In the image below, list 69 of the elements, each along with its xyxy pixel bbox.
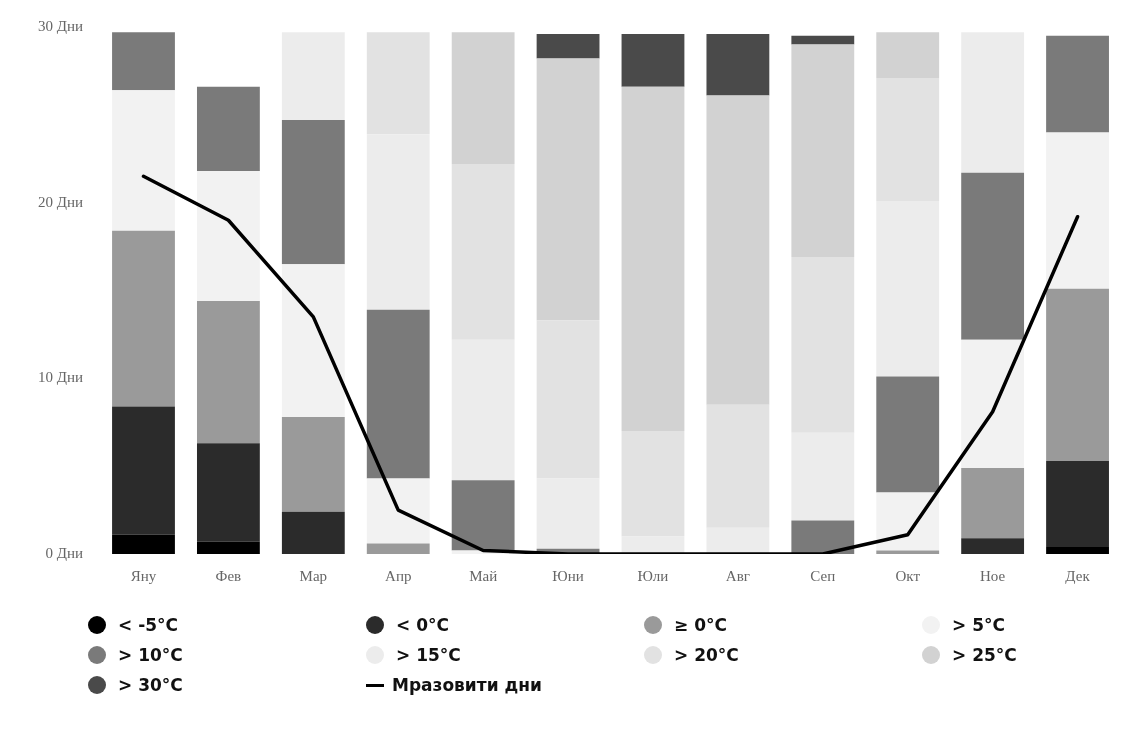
bar [961,339,1025,468]
x-tick-label: Май [469,567,498,584]
bar [876,492,940,551]
bar [281,264,345,417]
y-tick-label: 10 Дни [37,369,84,386]
bar [112,32,175,91]
bar [451,32,515,165]
bar [706,95,770,405]
bar [791,35,855,45]
x-tick-label: Юни [552,567,584,584]
x-tick-label: Фев [215,567,242,584]
bar [961,172,1025,340]
bar [196,171,260,302]
bar [112,534,175,554]
legend-label: < 0°C [396,615,449,635]
bar [876,32,940,78]
bar [281,511,345,554]
x-tick-label: Яну [130,567,157,584]
bar [961,32,1025,173]
x-tick-label: Дек [1065,567,1091,584]
x-tick-label: Сеп [810,567,836,584]
bar [196,86,260,172]
x-tick-label: Юли [637,567,669,584]
x-tick-label: Мар [299,567,328,584]
bar [621,86,685,432]
legend-label: > 30°C [118,675,183,695]
bar [281,32,345,121]
bar [112,90,175,231]
x-tick-label: Окт [895,567,921,584]
legend-label: > 15°C [396,645,461,665]
bar [876,550,940,554]
legend-label: ≥ 0°C [674,615,727,635]
bar [876,376,940,493]
bar [536,34,600,59]
legend-label: > 20°C [674,645,739,665]
x-tick-label: Авг [725,567,750,584]
bar [112,230,175,407]
bar [281,120,345,265]
bar [706,34,770,96]
bar [112,406,175,535]
legend-label: < -5°C [118,615,179,635]
x-tick-label: Апр [385,567,412,584]
bar [791,44,855,258]
bar [1046,546,1109,554]
bar [366,543,430,554]
bar [366,309,430,479]
bar [791,520,855,554]
bar [1046,288,1109,461]
y-tick-label: 30 Дни [37,17,84,34]
bar [281,416,345,512]
bar [196,443,260,542]
bar [961,538,1025,554]
y-tick-label: 0 Дни [45,544,84,561]
legend-label: > 25°C [952,645,1017,665]
bar [451,480,515,551]
bar [1046,460,1109,547]
legend-label: > 10°C [118,645,183,665]
y-tick-label: 20 Дни [37,193,84,210]
bar [621,34,685,87]
x-tick-label: Ное [980,567,1006,584]
bar [1046,35,1109,133]
bar [366,478,430,544]
bar [196,301,260,444]
bar [961,467,1025,539]
legend-label: Мразовити дни [392,675,542,695]
bar [536,58,600,321]
legend-label: > 5°C [952,615,1005,635]
bar [1046,132,1109,289]
bar [196,541,260,554]
